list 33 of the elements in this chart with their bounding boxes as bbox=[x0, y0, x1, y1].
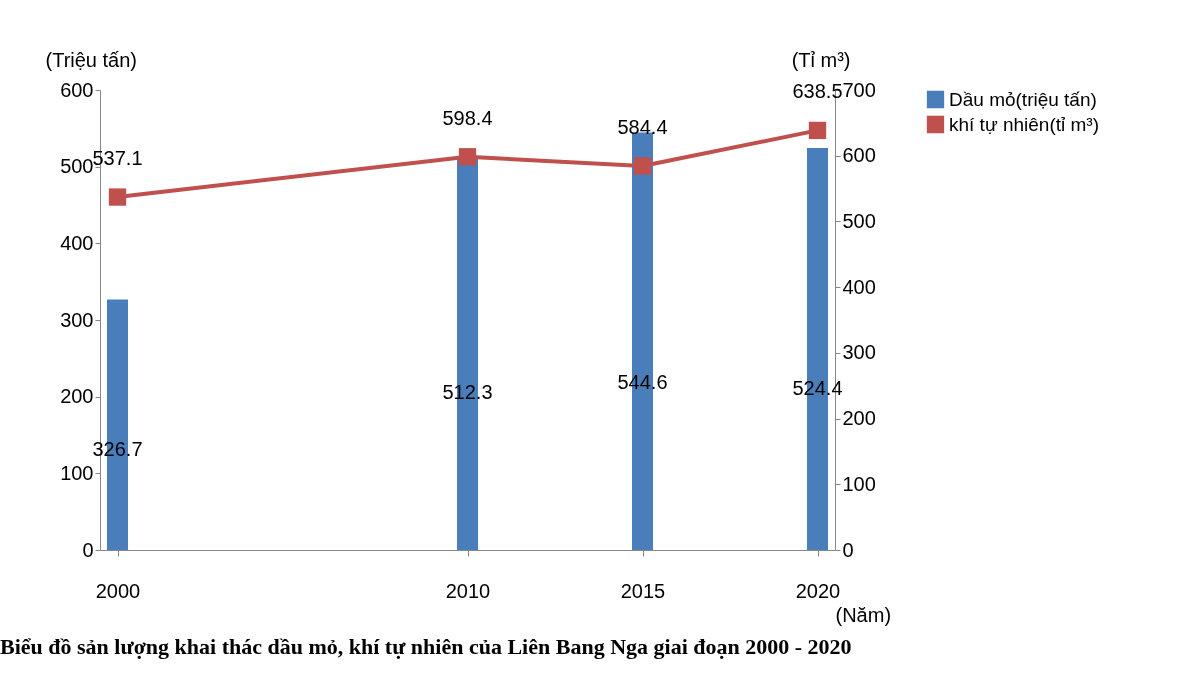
legend-label: Dầu mỏ(triệu tấn) bbox=[949, 88, 1097, 110]
x-tick-label: 2010 bbox=[445, 579, 491, 602]
data-label: 584.4 bbox=[617, 115, 668, 138]
text: Biểu đồ sản lượng khai thác dầu mỏ, khí tự nhiên của Liên Bang Nga giai đoạn 2000 - 2020 bbox=[0, 634, 852, 659]
point bbox=[108, 188, 127, 206]
y-tick-label: 100 bbox=[60, 461, 94, 484]
y-tick-label: 400 bbox=[60, 231, 94, 254]
y2-tick-label: 100 bbox=[842, 472, 876, 495]
y2-tick-label: 700 bbox=[842, 78, 876, 101]
x-tick-label: 2020 bbox=[795, 579, 841, 602]
y-tick-label: 0 bbox=[82, 538, 94, 561]
data-label: 598.4 bbox=[442, 106, 493, 129]
y2-tick-label: 400 bbox=[842, 275, 876, 298]
y-axis-title: (Triệu tấn) bbox=[45, 48, 138, 71]
x-tick-label: 2000 bbox=[95, 579, 141, 602]
y-tick-label: 600 bbox=[60, 78, 94, 101]
y-tick-label: 200 bbox=[60, 385, 94, 408]
data-label: 638.5 bbox=[792, 80, 843, 103]
y-tick-label: 300 bbox=[60, 308, 94, 331]
y-tick-label: 500 bbox=[60, 155, 94, 178]
data-label: 537.1 bbox=[92, 147, 143, 170]
x-axis-title: (Năm) bbox=[835, 603, 892, 626]
y2-tick-label: 600 bbox=[842, 144, 876, 167]
y2-tick-label: 500 bbox=[842, 209, 876, 232]
point bbox=[458, 148, 477, 166]
point bbox=[808, 121, 827, 140]
x-tick-label: 2015 bbox=[620, 579, 666, 602]
y2-tick-label: 200 bbox=[842, 407, 876, 430]
y2-axis-title: (Tỉ m³) bbox=[791, 48, 851, 71]
y2-tick-label: 300 bbox=[842, 341, 876, 364]
point bbox=[633, 157, 652, 175]
y2-tick-label: 0 bbox=[842, 538, 854, 561]
legend-label: khí tự nhiên(tỉ m³) bbox=[949, 113, 1099, 135]
